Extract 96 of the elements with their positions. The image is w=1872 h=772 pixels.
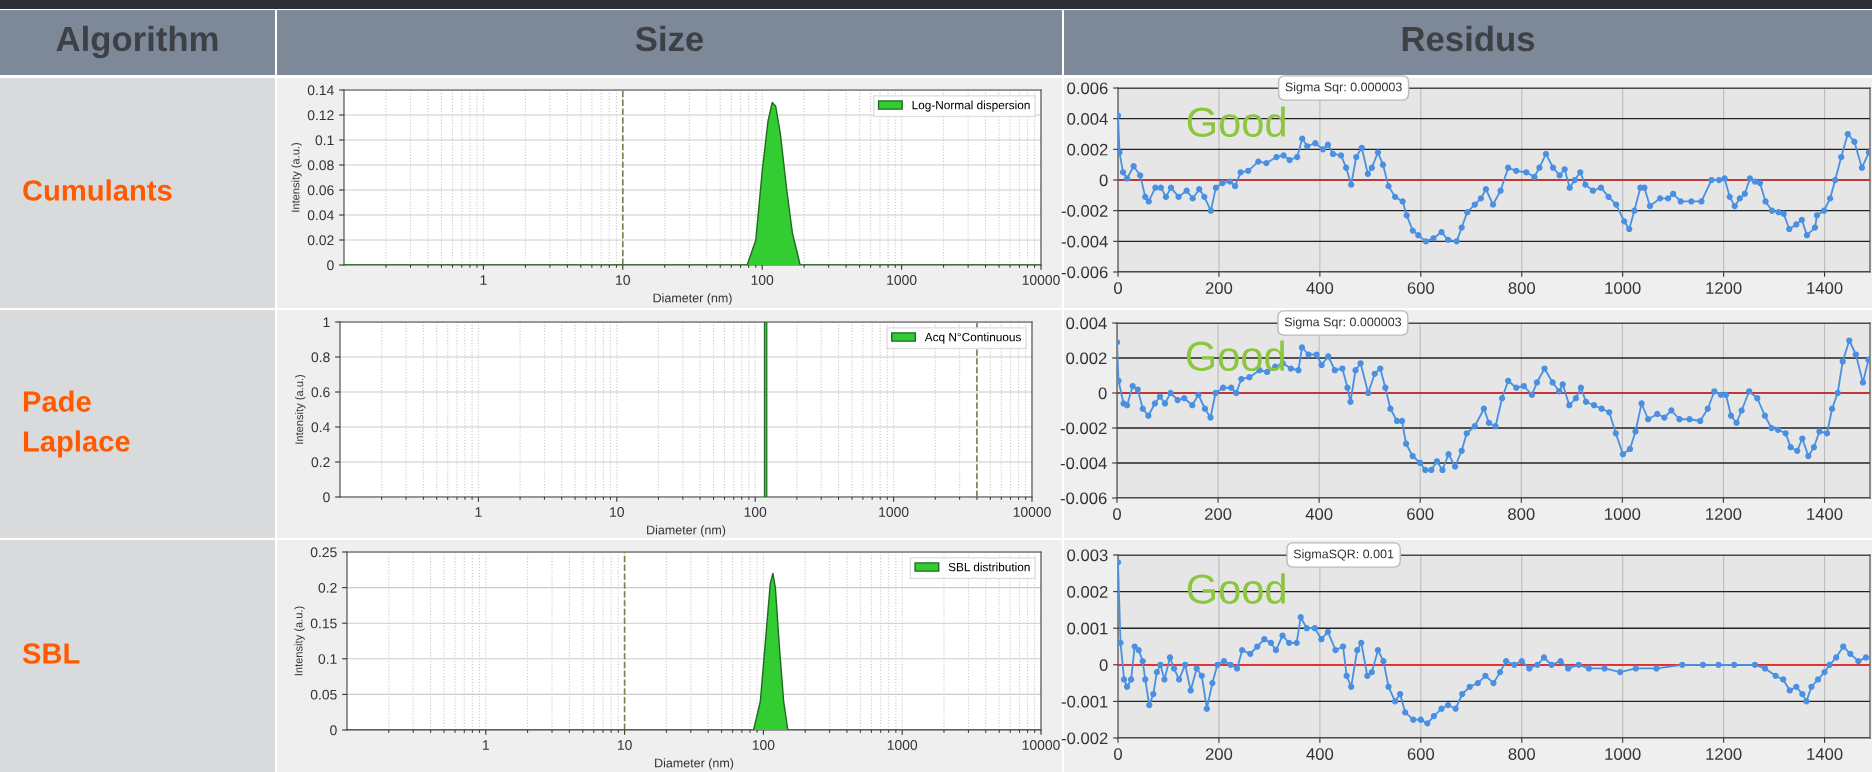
- x-tick-label: 1400: [1807, 748, 1843, 760]
- y-tick-label: 0: [327, 260, 334, 271]
- y-tick-label: 0: [1098, 387, 1107, 400]
- y-tick-label: 0.14: [307, 85, 334, 96]
- x-tick-label: 200: [1205, 508, 1232, 520]
- y-tick-label: 0.003: [1067, 549, 1108, 562]
- x-axis-title: Diameter (nm): [647, 525, 726, 537]
- x-tick-label: 1000: [1605, 748, 1641, 760]
- x-tick-label: 800: [1508, 508, 1535, 520]
- y-tick-label: 0.1: [315, 135, 334, 146]
- x-tick-label: 1200: [1706, 508, 1742, 520]
- y-tick-label: 0.002: [1067, 586, 1108, 598]
- x-tick-label: 100: [744, 507, 767, 517]
- annotation: SigmaSQR: 0.001: [1293, 549, 1394, 561]
- legend-label: SBL distribution: [948, 562, 1030, 572]
- text: Cumulants: [23, 179, 172, 201]
- x-tick-label: 1000: [1605, 282, 1641, 294]
- x-tick-label: 10000: [1013, 507, 1051, 517]
- x-tick-label: 1200: [1706, 282, 1742, 294]
- y-tick-label: 0.8: [311, 352, 330, 363]
- x-tick-label: 400: [1306, 748, 1334, 760]
- y-tick-label: 0.05: [310, 689, 337, 700]
- x-tick-label: 1400: [1807, 282, 1843, 294]
- y-axis-title: Intensity (a.u.): [295, 374, 306, 444]
- x-tick-label: 1: [483, 740, 489, 750]
- x-tick-label: 1000: [887, 275, 917, 285]
- y-tick-label: -0.002: [1061, 732, 1108, 745]
- y-tick-label: -0.002: [1061, 205, 1108, 217]
- x-tick-label: 1: [475, 507, 482, 517]
- x-tick-label: 800: [1508, 282, 1536, 294]
- y-tick-label: 0.2: [311, 457, 330, 468]
- y-tick-label: 0: [330, 725, 337, 736]
- y-tick-label: -0.001: [1061, 695, 1108, 708]
- x-tick-label: 10000: [1022, 275, 1060, 285]
- x-tick-label: 800: [1508, 748, 1536, 760]
- y-tick-label: 0.1: [318, 654, 337, 664]
- text: SBL: [22, 643, 80, 664]
- legend-label: Acq N°Continuous: [924, 332, 1021, 344]
- x-axis-title: Diameter (nm): [653, 293, 732, 305]
- x-tick-label: 600: [1407, 748, 1435, 760]
- x-tick-label: 400: [1305, 508, 1333, 520]
- y-tick-label: 0.002: [1066, 352, 1107, 365]
- x-tick-label: 10: [616, 275, 630, 285]
- y-tick-label: 0.15: [310, 618, 337, 629]
- x-tick-label: 600: [1407, 282, 1435, 294]
- x-tick-label: 200: [1205, 748, 1233, 760]
- x-tick-label: 1200: [1706, 748, 1742, 760]
- text: Algorithm: [56, 25, 218, 59]
- y-tick-label: -0.002: [1060, 422, 1107, 435]
- y-tick-label: 0.004: [1067, 113, 1108, 125]
- x-tick-label: 1000: [1605, 508, 1641, 520]
- y-tick-label: 0.02: [307, 235, 334, 246]
- x-tick-label: 100: [752, 740, 775, 750]
- x-tick-label: 10: [610, 507, 624, 517]
- y-tick-label: -0.006: [1061, 266, 1108, 279]
- y-tick-label: 0: [1099, 174, 1108, 187]
- x-axis-title: Diameter (nm): [655, 758, 734, 770]
- x-tick-label: 10: [617, 740, 632, 750]
- x-tick-label: 0: [1114, 282, 1122, 294]
- y-tick-label: 0.004: [1066, 317, 1107, 330]
- y-tick-label: 0.06: [307, 185, 334, 196]
- y-tick-label: 0.08: [307, 160, 334, 171]
- annotation: Sigma Sqr: 0.000003: [1284, 317, 1402, 329]
- x-tick-label: 1400: [1807, 508, 1843, 520]
- x-tick-label: 1: [480, 275, 487, 285]
- y-tick-label: 0.6: [311, 387, 330, 398]
- x-tick-label: 400: [1306, 282, 1334, 294]
- y-tick-label: 0.12: [307, 110, 334, 121]
- y-tick-label: 0.002: [1067, 143, 1108, 156]
- x-tick-label: 200: [1205, 282, 1233, 294]
- x-tick-label: 100: [751, 275, 774, 285]
- y-tick-label: 0.04: [307, 210, 334, 221]
- y-tick-label: -0.006: [1060, 492, 1107, 505]
- legend-label: Log-Normal dispersion: [912, 100, 1030, 112]
- x-tick-label: 0: [1113, 508, 1121, 520]
- y-tick-label: -0.004: [1060, 457, 1107, 470]
- text: Size: [635, 25, 704, 52]
- text: Pade Laplace: [23, 390, 130, 458]
- y-tick-label: 0.4: [311, 422, 330, 433]
- y-axis-title: Intensity (a.u.): [294, 606, 305, 676]
- annotation: Sigma Sqr: 0.000003: [1285, 82, 1402, 94]
- text: Residus: [1402, 25, 1535, 52]
- y-tick-label: 0.25: [310, 547, 337, 558]
- y-tick-label: -0.004: [1061, 235, 1108, 248]
- y-tick-label: 0.001: [1067, 622, 1108, 635]
- y-tick-label: 0.2: [318, 582, 337, 593]
- y-tick-label: 1: [323, 317, 330, 328]
- y-axis-title: Intensity (a.u.): [291, 142, 302, 212]
- y-tick-label: 0: [323, 492, 330, 503]
- y-tick-label: 0: [1099, 659, 1108, 671]
- y-tick-label: 0.006: [1067, 82, 1108, 95]
- x-tick-label: 10000: [1022, 740, 1060, 750]
- x-tick-label: 0: [1114, 748, 1122, 760]
- x-tick-label: 1000: [879, 507, 909, 517]
- x-tick-label: 600: [1407, 508, 1434, 520]
- x-tick-label: 1000: [887, 740, 918, 750]
